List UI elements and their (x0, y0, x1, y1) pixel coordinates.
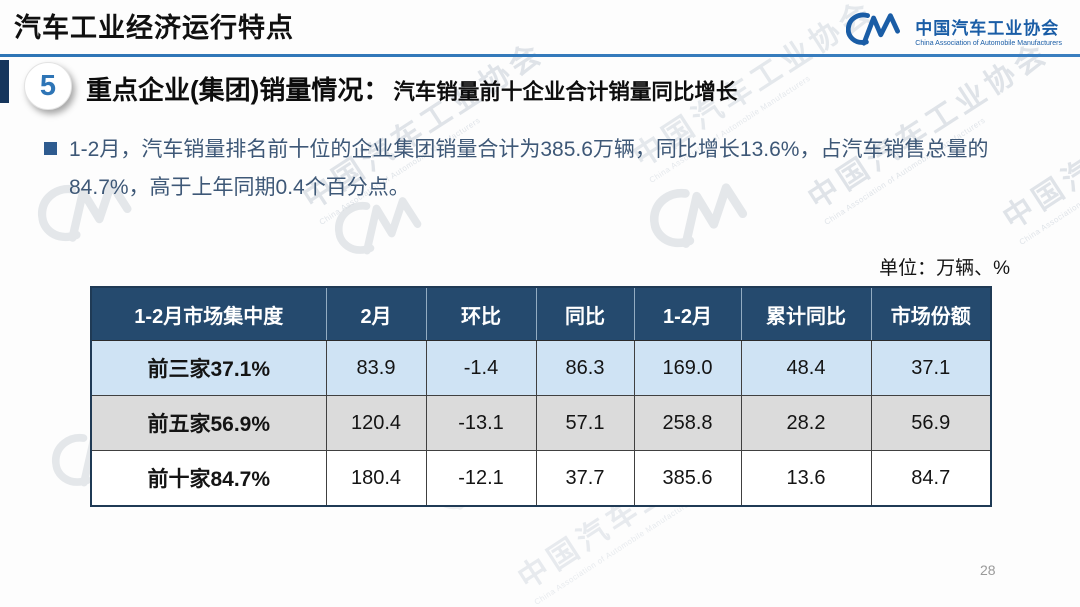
value-cell: 169.0 (633, 340, 742, 396)
value-cell: 120.4 (325, 395, 427, 451)
table-container: 1-2月市场集中度 2月 环比 同比 1-2月 累计同比 市场份额 前三家37.1% 83.9… (90, 286, 992, 507)
value-cell: 13.6 (740, 450, 872, 507)
column-header: 市场份额 (871, 287, 991, 341)
value-cell: -1.4 (425, 340, 537, 396)
unit-label: 单位：万辆、% (879, 258, 1010, 279)
column-header: 2月 (326, 287, 427, 341)
caam-logo: 中国汽车工业协会 China Association of Automobile… (846, 10, 1062, 50)
column-header: 累计同比 (741, 287, 872, 341)
page-number: 28 (980, 562, 996, 578)
table-header-row: 1-2月市场集中度 2月 环比 同比 1-2月 累计同比 市场份额 (91, 287, 991, 341)
caam-logo-icon (846, 12, 901, 46)
bullet-text: 1-2月，汽车销量排名前十位的企业集团销量合计为385.6万辆，同比增长13.6… (69, 138, 989, 199)
value-cell: 83.9 (325, 340, 427, 396)
column-header: 1-2月市场集中度 (91, 287, 327, 341)
column-header: 1-2月 (634, 287, 742, 341)
section-marker-bar (0, 60, 9, 103)
section-heading: 重点企业(集团)销量情况： 汽车销量前十企业合计销量同比增长 (86, 70, 737, 107)
value-cell: 28.2 (740, 395, 872, 451)
value-cell: 86.3 (535, 340, 635, 396)
table-row: 前三家37.1% 83.9 -1.4 86.3 169.0 48.4 37.1 (90, 340, 992, 396)
value-cell: 258.8 (633, 395, 742, 451)
section-title: 重点企业(集团)销量情况： (86, 75, 390, 105)
bullet-paragraph: 1-2月，汽车销量排名前十位的企业集团销量合计为385.6万辆，同比增长13.6… (44, 131, 1027, 207)
watermark-en-text: China Association of Automobile Manufact… (1017, 136, 1080, 247)
value-cell: 48.4 (740, 340, 872, 396)
table-row: 前十家84.7% 180.4 -12.1 37.7 385.6 13.6 84.7 (90, 450, 992, 507)
row-label-cell: 前三家37.1% (90, 340, 327, 396)
concentration-table: 1-2月市场集中度 2月 环比 同比 1-2月 累计同比 市场份额 前三家37.1% 83.9… (90, 286, 992, 507)
column-header: 环比 (426, 287, 537, 341)
value-cell: 56.9 (870, 395, 992, 451)
table-row: 前五家56.9% 120.4 -13.1 57.1 258.8 28.2 56.9 (90, 395, 992, 451)
section-number-badge: 5 (24, 62, 72, 110)
value-cell: 84.7 (870, 450, 992, 507)
row-label-cell: 前十家84.7% (90, 450, 327, 507)
logo-en-text: China Association of Automobile Manufact… (915, 39, 1062, 47)
value-cell: 37.1 (870, 340, 992, 396)
title-divider (0, 54, 1080, 57)
value-cell: 57.1 (535, 395, 635, 451)
row-label-cell: 前五家56.9% (90, 395, 327, 451)
section-number: 5 (39, 69, 57, 102)
slide-title: 汽车工业经济运行特点 (14, 13, 294, 43)
logo-cn-text: 中国汽车工业协会 (915, 18, 1060, 38)
value-cell: 385.6 (633, 450, 742, 507)
value-cell: 37.7 (535, 450, 635, 507)
column-header: 同比 (536, 287, 635, 341)
section-subtitle: 汽车销量前十企业合计销量同比增长 (393, 80, 738, 104)
bullet-square-icon (44, 142, 57, 155)
caam-logo-text: 中国汽车工业协会 China Association of Automobile… (915, 14, 1062, 47)
value-cell: 180.4 (325, 450, 427, 507)
value-cell: -13.1 (425, 395, 537, 451)
value-cell: -12.1 (425, 450, 537, 507)
